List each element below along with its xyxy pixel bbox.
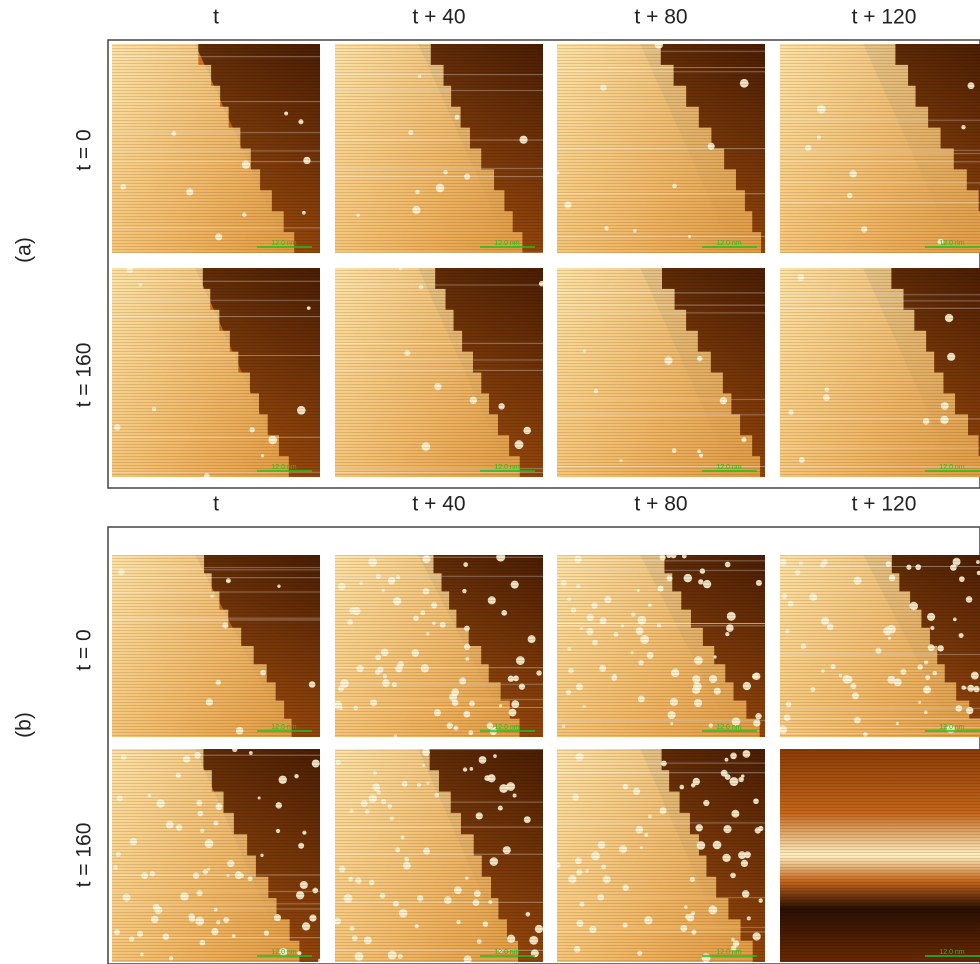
stm-image: 12.0 nm <box>112 44 320 253</box>
scale-bar-label: 12.0 nm <box>271 464 296 471</box>
stm-image: 12.0 nm <box>557 268 773 477</box>
scan-lines <box>335 268 543 477</box>
scan-lines <box>112 749 320 962</box>
scan-lines <box>557 268 765 477</box>
column-label: t + 120 <box>852 6 917 29</box>
column-label: t + 80 <box>634 6 687 29</box>
stm-image: 12.0 nm <box>112 555 320 737</box>
scan-lines <box>335 44 543 253</box>
stm-image: 12.0 nm <box>555 749 765 962</box>
scale-bar-label: 12.0 nm <box>716 240 741 247</box>
scan-lines <box>557 555 765 737</box>
scale-bar-label: 12.0 nm <box>271 724 296 731</box>
stm-image: 12.0 nm <box>334 553 543 738</box>
scan-lines <box>780 268 980 477</box>
scan-lines <box>780 749 980 962</box>
scan-lines <box>557 749 765 962</box>
column-label: t + 80 <box>634 493 687 516</box>
stm-image: 12.0 nm <box>780 44 980 253</box>
scan-lines <box>780 44 980 253</box>
row-label: t = 0 <box>73 629 96 670</box>
scan-lines <box>335 555 543 737</box>
scale-bar-label: 12.0 nm <box>716 724 741 731</box>
stm-image: 12.0 nm <box>780 749 980 962</box>
stm-image: 12.0 nm <box>112 747 322 963</box>
column-label: t <box>213 493 219 516</box>
scale-bar-label: 12.0 nm <box>716 949 741 956</box>
stm-image: 12.0 nm <box>555 40 769 253</box>
scale-bar-label: 12.0 nm <box>494 724 519 731</box>
stm-image: 12.0 nm <box>335 44 543 253</box>
column-label: t + 40 <box>412 6 465 29</box>
stm-image: 12.0 nm <box>780 268 980 477</box>
scan-lines <box>557 44 765 253</box>
column-label: t <box>213 6 219 29</box>
scale-bar-label: 12.0 nm <box>271 240 296 247</box>
figure: (a) t t + 40 t + 80 t + 120 t = 0 t = 160 12.0 … <box>0 0 980 964</box>
scale-bar-label: 12.0 nm <box>494 240 519 247</box>
stm-image: 12.0 nm <box>112 267 320 479</box>
scale-bar-label: 12.0 nm <box>716 464 741 471</box>
stm-image: 12.0 nm <box>555 552 770 737</box>
scan-lines <box>335 749 543 962</box>
row-label: t = 160 <box>73 823 96 888</box>
stm-image: 12.0 nm <box>334 748 543 963</box>
column-label: t + 120 <box>852 493 917 516</box>
row-label: t = 160 <box>73 343 96 408</box>
page: {"panels": [ {"label": "(a)", "column_la… <box>0 0 980 964</box>
panel-label: (a) <box>13 237 36 263</box>
stm-image: 12.0 nm <box>779 555 980 737</box>
scale-bar-label: 12.0 nm <box>939 949 964 956</box>
row-label: t = 0 <box>73 129 96 170</box>
scan-lines <box>112 555 320 737</box>
stm-image: 12.0 nm <box>335 267 544 477</box>
scan-lines <box>112 268 320 477</box>
column-label: t + 40 <box>412 493 465 516</box>
scale-bar-label: 12.0 nm <box>271 949 296 956</box>
scale-bar-label: 12.0 nm <box>939 240 964 247</box>
panel: (a) t t + 40 t + 80 t + 120 t = 0 t = 160 12.0 … <box>13 6 980 488</box>
scan-lines <box>112 44 320 253</box>
scale-bar-label: 12.0 nm <box>494 464 519 471</box>
scale-bar-label: 12.0 nm <box>494 949 519 956</box>
scale-bar-label: 12.0 nm <box>939 464 964 471</box>
panel-label: (b) <box>13 712 36 738</box>
scan-lines <box>780 555 980 737</box>
scale-bar-label: 12.0 nm <box>939 724 964 731</box>
panel: (b) t t + 40 t + 80 t + 120 t = 0 t = 160 12.0 … <box>13 493 980 964</box>
